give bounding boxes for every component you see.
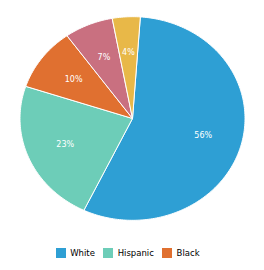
svg-text:10%: 10%	[65, 75, 83, 84]
html-text:Black: Black	[176, 247, 200, 258]
svg-text:23%: 23%	[56, 140, 74, 149]
svg-text:56%: 56%	[194, 131, 212, 140]
svg-text:4%: 4%	[122, 48, 135, 57]
svg-text:7%: 7%	[98, 53, 111, 62]
html-text:Hispanic: Hispanic	[117, 247, 154, 258]
html-text:White: White	[70, 247, 95, 258]
